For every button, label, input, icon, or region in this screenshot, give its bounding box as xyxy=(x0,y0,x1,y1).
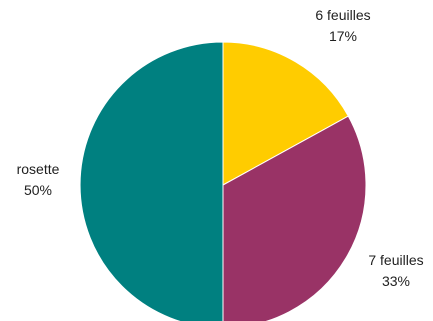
data-label-percent: 33% xyxy=(382,273,410,289)
data-label-category: rosette xyxy=(17,161,60,177)
data-label-rosette: rosette 50% xyxy=(17,161,60,198)
data-label-7-feuilles: 7 feuilles 33% xyxy=(368,252,423,289)
data-label-percent: 50% xyxy=(24,182,52,198)
data-label-percent: 17% xyxy=(329,28,357,44)
data-label-category: 7 feuilles xyxy=(368,252,423,268)
pie-slices xyxy=(79,41,367,321)
data-label-category: 6 feuilles xyxy=(315,7,370,23)
pie-slice-rosette xyxy=(79,41,224,321)
pie-slice-7-feuilles xyxy=(222,115,367,321)
pie-labels: 6 feuilles 17% 7 feuilles 33% rosette 50% xyxy=(17,7,424,289)
data-label-6-feuilles: 6 feuilles 17% xyxy=(315,7,370,44)
pie-slice-6-feuilles xyxy=(222,41,349,186)
